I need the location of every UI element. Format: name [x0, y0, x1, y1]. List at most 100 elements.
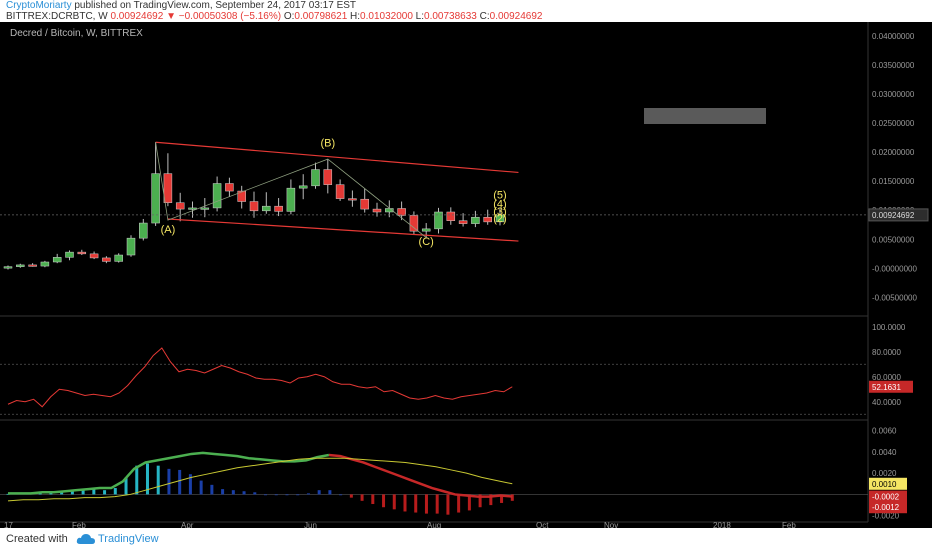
chart-area[interactable]: (A) (B) (C) (5) (4) (3) (2) 0.04000000 0.035000… — [0, 22, 932, 528]
candle[interactable] — [360, 188, 369, 213]
macd-histogram-bar[interactable] — [210, 484, 214, 495]
macd-histogram-bar[interactable] — [414, 494, 418, 513]
macd-histogram-bar[interactable] — [435, 494, 439, 514]
candle[interactable] — [28, 263, 37, 267]
candle[interactable] — [323, 159, 333, 194]
macd-pane[interactable] — [6, 451, 514, 515]
macd-histogram-bar[interactable] — [135, 465, 139, 495]
rsi-tick-label: 40.0000 — [872, 398, 901, 407]
candle[interactable] — [77, 249, 87, 256]
candle[interactable] — [200, 198, 210, 218]
macd-line-falling[interactable] — [328, 453, 513, 498]
candle[interactable] — [311, 162, 320, 189]
candle[interactable] — [52, 253, 62, 264]
macd-line-rising[interactable] — [8, 451, 330, 495]
rsi-pane[interactable] — [7, 347, 513, 408]
candle[interactable] — [286, 179, 296, 215]
macd-histogram-bar[interactable] — [424, 494, 428, 514]
candle[interactable] — [114, 253, 123, 263]
macd-histogram-bar[interactable] — [167, 468, 171, 495]
candle[interactable] — [397, 201, 406, 221]
candle[interactable] — [372, 202, 382, 217]
macd-histogram-bar[interactable] — [103, 490, 107, 495]
macd-histogram-bar[interactable] — [124, 477, 128, 495]
candle[interactable] — [225, 177, 234, 197]
chart-canvas[interactable]: (A) (B) (C) (5)(4)(3)(2) 0.04000000 0.035000… — [0, 22, 932, 528]
candle[interactable] — [102, 256, 111, 264]
candle[interactable] — [65, 250, 74, 261]
macd-histogram-bar[interactable] — [349, 494, 353, 498]
macd-histogram-bar[interactable] — [285, 494, 289, 496]
open-label: O: — [283, 11, 295, 22]
macd-histogram-bar[interactable] — [478, 494, 482, 508]
macd-histogram-bar[interactable] — [510, 494, 514, 501]
author-link[interactable]: CryptoMoriarty — [6, 0, 72, 11]
rsi-line[interactable] — [7, 347, 513, 408]
macd-histogram-bar[interactable] — [296, 494, 300, 496]
candle[interactable] — [237, 185, 246, 209]
candle[interactable] — [348, 190, 357, 207]
macd-histogram-bar[interactable] — [306, 493, 310, 495]
wave-label: (A) — [161, 224, 176, 236]
tradingview-cloud-icon — [76, 534, 95, 544]
macd-histogram-bar[interactable] — [489, 494, 493, 506]
macd-histogram-bar[interactable] — [178, 469, 182, 495]
symbol-label: BITTREX:DCRBTC, W — [6, 11, 108, 22]
candle[interactable] — [446, 207, 456, 225]
macd-histogram-bar[interactable] — [188, 474, 192, 495]
candle[interactable] — [262, 192, 271, 214]
macd-histogram-bar[interactable] — [392, 494, 396, 510]
macd-histogram-bar[interactable] — [360, 494, 364, 501]
candle[interactable] — [335, 179, 345, 201]
channel-trendline[interactable] — [167, 218, 519, 242]
macd-histogram-bar[interactable] — [60, 491, 64, 495]
macd-histogram-bar[interactable] — [467, 494, 471, 511]
macd-histogram-bar[interactable] — [371, 494, 375, 505]
candle[interactable] — [151, 142, 160, 226]
macd-histogram-bar[interactable] — [446, 494, 450, 515]
macd-histogram-bar[interactable] — [70, 490, 74, 495]
candle[interactable] — [139, 218, 148, 241]
candle[interactable] — [16, 263, 25, 268]
macd-histogram-bar[interactable] — [457, 494, 461, 513]
candle[interactable] — [212, 176, 222, 212]
macd-histogram-bar[interactable] — [113, 488, 117, 495]
candle[interactable] — [249, 191, 259, 218]
candle[interactable] — [458, 213, 468, 227]
macd-histogram-bar[interactable] — [156, 465, 160, 495]
candle[interactable] — [3, 265, 13, 270]
tradingview-brand[interactable]: TradingView — [98, 533, 159, 545]
macd-histogram-bar[interactable] — [500, 494, 504, 503]
candle[interactable] — [483, 209, 492, 225]
candle[interactable] — [40, 260, 50, 268]
price-pane[interactable]: (A) (B) (C) (5)(4)(3)(2) — [0, 137, 868, 270]
wave-path-line[interactable] — [155, 142, 427, 238]
macd-signal-line[interactable] — [7, 457, 513, 502]
macd-histogram-bar[interactable] — [92, 489, 96, 495]
macd-histogram-bar[interactable] — [221, 489, 225, 495]
macd-histogram-bar[interactable] — [231, 490, 235, 495]
macd-histogram-bar[interactable] — [328, 490, 332, 495]
macd-histogram-bar[interactable] — [317, 490, 321, 495]
candle[interactable] — [434, 207, 443, 234]
candle[interactable] — [163, 153, 173, 207]
candle[interactable] — [126, 235, 136, 257]
macd-histogram-bar[interactable] — [339, 494, 343, 496]
macd-histogram-bar[interactable] — [274, 494, 278, 496]
candle[interactable] — [298, 174, 308, 200]
low-label: L: — [415, 11, 425, 22]
macd-histogram-bar[interactable] — [403, 494, 407, 512]
candle[interactable] — [89, 251, 99, 260]
macd-histogram-bar[interactable] — [264, 494, 268, 496]
candle[interactable] — [471, 210, 480, 228]
macd-histogram-bar[interactable] — [199, 480, 203, 495]
candle[interactable] — [175, 192, 185, 222]
macd-histogram-bar[interactable] — [253, 492, 257, 495]
macd-histogram-bar[interactable] — [81, 489, 85, 495]
wave-label: (B) — [320, 137, 335, 149]
macd-histogram-bar[interactable] — [382, 494, 386, 508]
channel-trendline[interactable] — [155, 141, 519, 174]
candle[interactable] — [274, 198, 283, 217]
macd-histogram-bar[interactable] — [242, 491, 246, 495]
macd-histogram-bar[interactable] — [145, 463, 149, 495]
